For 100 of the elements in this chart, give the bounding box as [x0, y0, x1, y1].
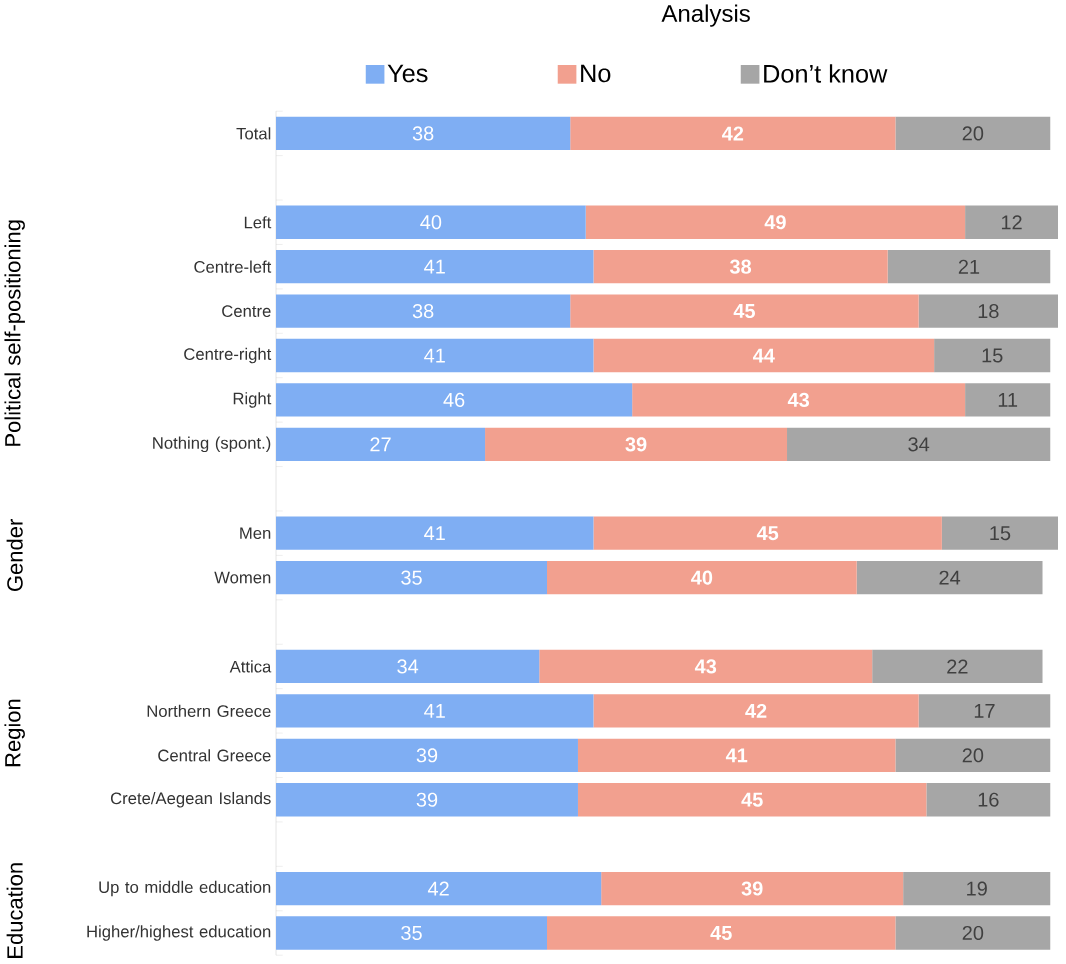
bar — [547, 916, 896, 950]
y-tick-label: Higher/highest education — [87, 925, 271, 941]
data-label: 44 — [752, 348, 775, 363]
data-label: 41 — [725, 748, 748, 763]
bar — [895, 916, 1051, 950]
bar — [276, 249, 594, 284]
y-tick-label: Attica — [229, 660, 272, 673]
data-label: 22 — [947, 659, 968, 674]
bar — [276, 560, 547, 595]
bar — [485, 427, 788, 461]
data-label: 34 — [908, 437, 930, 452]
bar — [276, 738, 578, 772]
bar — [276, 205, 586, 239]
data-label: 46 — [443, 392, 465, 407]
data-label: 16 — [978, 792, 999, 807]
data-label: 15 — [990, 526, 1011, 541]
legend-label: No — [581, 64, 611, 83]
chart-title: Analysis — [661, 4, 750, 27]
data-label: 45 — [710, 925, 732, 940]
data-label: 39 — [741, 881, 763, 896]
data-label: 39 — [416, 748, 438, 763]
bar — [276, 916, 547, 950]
data-label: 43 — [694, 659, 717, 674]
y-tick-label: Up to middle education — [99, 880, 271, 897]
y-tick-label: Northern Greece — [147, 704, 271, 717]
bar — [547, 560, 857, 595]
bar — [787, 427, 1051, 461]
bar — [539, 649, 873, 684]
data-label: 11 — [998, 393, 1018, 407]
bar — [276, 116, 571, 151]
data-label: 45 — [756, 526, 779, 541]
bar — [903, 871, 1051, 906]
data-label: 38 — [412, 303, 434, 319]
bar — [276, 871, 602, 906]
data-label: 42 — [427, 881, 449, 896]
bar — [593, 338, 935, 373]
bar — [856, 560, 1043, 595]
bar — [585, 205, 966, 239]
data-label: 15 — [982, 348, 1003, 363]
data-label: 12 — [1001, 215, 1022, 230]
bar — [276, 338, 594, 373]
data-label: 40 — [691, 570, 713, 585]
data-label: 49 — [764, 215, 786, 230]
legend-label: Yes — [387, 64, 428, 83]
data-label: 41 — [424, 526, 445, 541]
bar — [276, 694, 594, 728]
bar — [570, 116, 896, 151]
y-tick-label: Total — [236, 127, 271, 140]
data-label: 40 — [420, 215, 442, 230]
bar — [276, 383, 633, 417]
bar — [918, 294, 1058, 328]
data-label: 38 — [412, 126, 434, 141]
bar — [965, 205, 1058, 239]
data-label: 18 — [978, 303, 999, 319]
data-label: 27 — [370, 437, 391, 452]
bar — [593, 694, 919, 728]
bar — [570, 294, 919, 328]
data-label: 21 — [958, 259, 980, 274]
data-label: 41 — [424, 348, 445, 363]
bar — [593, 516, 942, 550]
y-tick-label: Left — [244, 216, 272, 229]
bar — [895, 738, 1051, 772]
data-label: 39 — [625, 437, 647, 452]
bar — [926, 783, 1051, 817]
y-tick-label: Men — [240, 527, 271, 539]
data-label: 35 — [401, 925, 422, 940]
y-tick-label: Crete/Aegean Islands — [110, 791, 271, 808]
data-label: 19 — [967, 881, 987, 896]
data-label: 41 — [424, 703, 445, 718]
bar — [601, 871, 904, 906]
data-label: 20 — [962, 126, 984, 141]
bar — [593, 249, 888, 284]
text: Education — [6, 863, 23, 958]
data-label: 42 — [722, 126, 744, 141]
text: Region — [4, 699, 25, 767]
bar — [632, 383, 966, 417]
legend-label: Don’t know — [764, 64, 888, 83]
data-label: 20 — [962, 925, 984, 940]
bar — [895, 116, 1051, 151]
data-label: 42 — [745, 703, 767, 718]
y-tick-label: Centre-right — [184, 347, 272, 364]
data-label: 39 — [416, 792, 438, 807]
data-label: 45 — [741, 792, 763, 807]
bar — [887, 249, 1051, 284]
text: Gender — [6, 519, 23, 591]
data-label: 43 — [787, 392, 810, 407]
bar — [577, 738, 896, 772]
data-label: 34 — [397, 659, 419, 674]
bar — [965, 383, 1051, 417]
y-tick-label: Centre-left — [194, 260, 272, 273]
y-tick-label: Centre — [222, 305, 271, 317]
bar — [276, 427, 486, 461]
y-tick-label: Central Greece — [158, 749, 271, 762]
bar — [934, 338, 1051, 373]
data-label: 45 — [733, 304, 755, 318]
bar — [941, 516, 1058, 550]
bar — [276, 294, 571, 328]
data-label: 24 — [939, 570, 961, 585]
bar — [918, 694, 1051, 728]
bar — [276, 649, 540, 684]
